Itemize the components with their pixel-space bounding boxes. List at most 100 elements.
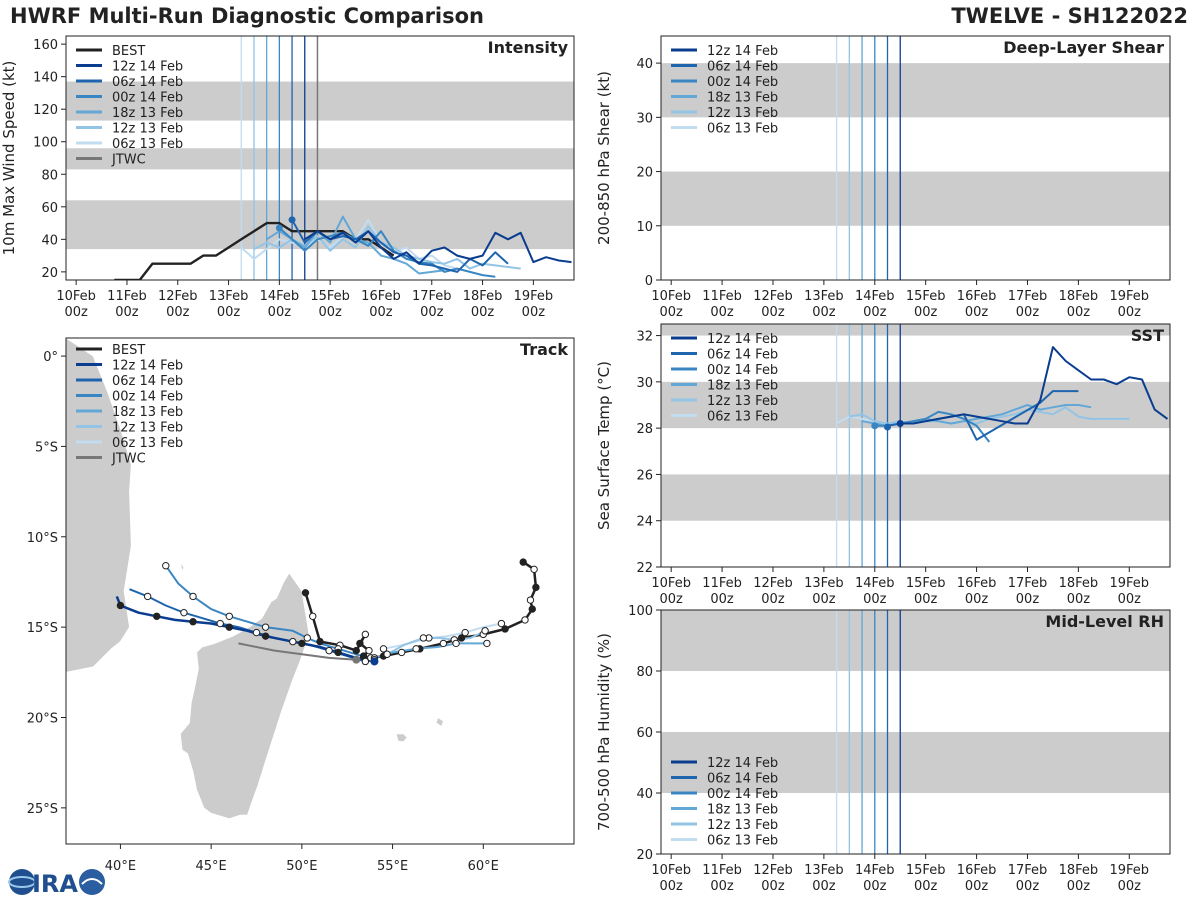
x-tick-label: 00z [863, 879, 887, 894]
legend-label: 12z 13 Feb [707, 818, 778, 833]
x-tick-label: 16Feb [957, 289, 997, 304]
x-tick-label: 00z [1067, 879, 1091, 894]
x-tick-label: 00z [318, 305, 342, 320]
y-tick-label: 140 [33, 71, 58, 86]
x-tick-label: 18Feb [1059, 289, 1099, 304]
track-point [261, 632, 270, 640]
x-tick-label: 14Feb [855, 863, 895, 878]
x-tick-label: 13Feb [804, 863, 844, 878]
legend-label: 18z 13 Feb [112, 405, 183, 420]
track-point [298, 639, 306, 648]
x-tick-label: 12Feb [753, 289, 793, 304]
x-tick-label: 00z [812, 592, 836, 607]
y-axis-label: Sea Surface Temp (°C) [595, 361, 613, 530]
track-point [419, 634, 428, 642]
x-tick-label: 00z [965, 879, 989, 894]
y-tick-label: 100 [628, 604, 653, 619]
x-tick-label: 16Feb [957, 863, 997, 878]
track-point [361, 657, 370, 666]
x-tick-label: 00z [659, 592, 683, 607]
legend-label: 18z 13 Feb [112, 106, 183, 121]
track-point [361, 630, 370, 639]
y-tick-label: 160 [33, 38, 58, 53]
legend-label: 00z 14 Feb [707, 363, 778, 378]
track-point [316, 637, 324, 646]
track-point [397, 648, 406, 657]
x-tick-label: 17Feb [412, 289, 452, 304]
track-point [352, 646, 360, 655]
x-tick-label: 00z [1016, 879, 1040, 894]
x-tick-label: 12Feb [753, 863, 793, 878]
track-point [481, 627, 489, 635]
band [661, 63, 1170, 118]
track-point [532, 583, 540, 592]
legend-label: 12z 14 Feb [707, 44, 778, 59]
plot-frame [660, 35, 1171, 281]
y-tick-label: 25°S [27, 802, 58, 817]
x-tick-label: 00z [914, 305, 938, 320]
plot-area [661, 610, 1170, 854]
track-point [497, 619, 506, 628]
x-tick-label: 13Feb [804, 576, 844, 591]
legend-label: 12z 13 Feb [112, 122, 183, 137]
x-tick-label: 55°E [377, 859, 408, 874]
y-tick-label: 40 [636, 57, 653, 72]
init-marker [288, 216, 296, 224]
panel-title: Mid-Level RH [1045, 612, 1164, 631]
track-point [412, 645, 420, 653]
track-point [289, 637, 297, 646]
legend-label: 06z 14 Feb [707, 348, 778, 363]
x-tick-label: 19Feb [1109, 289, 1149, 304]
track-line [386, 629, 486, 656]
x-tick-label: 10Feb [651, 576, 691, 591]
y-tick-label: 120 [33, 103, 58, 118]
x-tick-label: 00z [965, 592, 989, 607]
legend-label: 06z 14 Feb [707, 60, 778, 75]
init-marker [275, 224, 283, 232]
x-tick-label: 60°E [468, 859, 499, 874]
y-tick-label: 28 [636, 422, 653, 437]
x-tick-label: 00z [761, 305, 785, 320]
track-point [439, 639, 448, 648]
init-marker [896, 420, 904, 428]
legend-label: JTWC [111, 452, 146, 467]
x-tick-label: 16Feb [361, 289, 401, 304]
y-axis-label: 200-850 hPa Shear (kt) [595, 71, 613, 245]
x-tick-label: 13Feb [209, 289, 249, 304]
land-africa [66, 338, 132, 673]
track-point [501, 625, 509, 633]
x-tick-label: 00z [420, 305, 444, 320]
x-tick-label: 15Feb [906, 289, 946, 304]
y-tick-label: 0 [645, 274, 653, 289]
track-point [461, 628, 469, 637]
y-tick-label: 32 [636, 330, 653, 345]
track-point [379, 645, 388, 653]
legend-label: 00z 14 Feb [707, 75, 778, 90]
track-point [365, 646, 373, 655]
x-tick-label: 12Feb [753, 576, 793, 591]
storm-title: TWELVE - SH122022 [951, 4, 1188, 28]
x-tick-label: 00z [64, 305, 88, 320]
y-tick-label: 0° [43, 350, 58, 365]
track-init-marker [352, 655, 361, 664]
legend-label: 06z 14 Feb [707, 772, 778, 787]
track-line [238, 642, 357, 661]
x-tick-label: 00z [369, 305, 393, 320]
track-point [383, 650, 391, 658]
x-tick-label: 10Feb [56, 289, 96, 304]
x-tick-label: 00z [268, 305, 292, 320]
x-tick-label: 00z [1118, 305, 1142, 320]
plot-frame [660, 323, 1171, 568]
y-tick-label: 24 [636, 515, 653, 530]
land-comoros [179, 561, 185, 573]
x-tick-label: 00z [914, 879, 938, 894]
legend-label: 06z 14 Feb [112, 374, 183, 389]
band [661, 732, 1170, 793]
legend-label: BEST [112, 44, 145, 59]
x-tick-label: 00z [761, 592, 785, 607]
x-tick-label: 00z [166, 305, 190, 320]
init-marker [884, 423, 892, 431]
legend-label: BEST [112, 343, 145, 358]
x-tick-label: 40°E [105, 859, 136, 874]
